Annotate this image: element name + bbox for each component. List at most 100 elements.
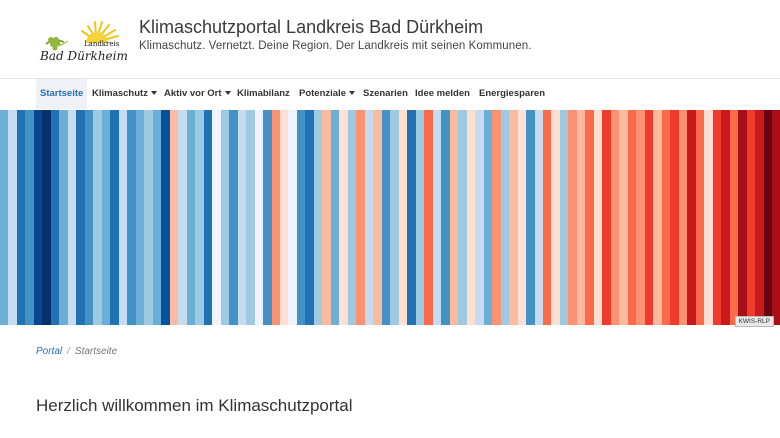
warming-stripe <box>59 110 68 325</box>
breadcrumb-separator: / <box>67 346 70 357</box>
nav-label: Klimaschutz <box>92 88 148 99</box>
caret-down-icon <box>224 91 231 95</box>
warming-stripe <box>509 110 518 325</box>
nav-label: Energiesparen <box>479 88 545 99</box>
warming-stripe <box>424 110 433 325</box>
warming-stripe <box>483 110 493 325</box>
warming-stripe <box>653 110 662 325</box>
warming-stripe <box>101 110 111 325</box>
warming-stripe <box>279 110 289 325</box>
warming-stripe <box>712 110 722 325</box>
site-logo[interactable]: Landkreis Bad Dürkheim <box>36 16 128 68</box>
warming-stripe <box>313 110 323 325</box>
warming-stripe <box>534 110 543 325</box>
site-title[interactable]: Klimaschutzportal Landkreis Bad Dürkheim <box>139 17 484 37</box>
warming-stripe <box>135 110 145 325</box>
warming-stripe <box>415 110 425 325</box>
warming-stripe <box>8 110 17 325</box>
site-header: Landkreis Bad Dürkheim Klimaschutzportal… <box>0 0 780 79</box>
warming-stripe <box>526 110 535 325</box>
logo-text-bad-duerkheim: Bad Dürkheim <box>40 49 128 63</box>
nav-item-aktiv-vor-ort[interactable]: Aktiv vor Ort <box>164 79 231 109</box>
warming-stripe <box>76 110 85 325</box>
warming-stripe <box>407 110 416 325</box>
warming-stripe <box>627 110 637 325</box>
warming-stripe <box>161 110 170 325</box>
nav-item-idee-melden[interactable]: Idee melden <box>415 79 470 109</box>
warming-stripe <box>178 110 187 325</box>
warming-stripe <box>144 110 153 325</box>
nav-label: Idee melden <box>415 88 470 99</box>
sun-grapes-logo-icon <box>45 21 119 51</box>
warming-stripe <box>271 110 280 325</box>
warming-stripe <box>169 110 179 325</box>
warming-stripe <box>610 110 620 325</box>
warming-stripe <box>670 110 679 325</box>
warming-stripe <box>254 110 264 325</box>
nav-item-klimabilanz[interactable]: Klimabilanz <box>237 79 290 109</box>
warming-stripe <box>118 110 128 325</box>
warming-stripe <box>398 110 408 325</box>
banner-source-badge: KWIS-RLP <box>734 316 774 327</box>
warming-stripe <box>373 110 382 325</box>
nav-item-szenarien[interactable]: Szenarien <box>363 79 408 109</box>
warming-stripe <box>110 110 119 325</box>
warming-stripe <box>585 110 594 325</box>
warming-stripe <box>84 110 94 325</box>
warming-stripe <box>322 110 331 325</box>
warming-stripe <box>543 110 552 325</box>
warming-stripe <box>305 110 314 325</box>
warming-stripe <box>466 110 476 325</box>
breadcrumb-link-portal[interactable]: Portal <box>36 346 63 357</box>
warming-stripe <box>458 110 467 325</box>
warming-stripe <box>390 110 399 325</box>
nav-item-startseite[interactable]: Startseite <box>36 79 88 109</box>
warming-stripe <box>763 110 773 325</box>
warming-stripe <box>644 110 654 325</box>
warming-stripe <box>475 110 484 325</box>
warming-stripe <box>721 110 730 325</box>
warming-stripe <box>602 110 611 325</box>
warming-stripe <box>746 110 756 325</box>
logo-text-landkreis: Landkreis <box>84 40 120 48</box>
nav-item-potenziale[interactable]: Potenziale <box>299 79 355 109</box>
warming-stripe <box>186 110 196 325</box>
caret-down-icon <box>349 91 355 95</box>
warming-stripe <box>551 110 560 325</box>
warming-stripe <box>636 110 645 325</box>
nav-item-energiesparen[interactable]: Energiesparen <box>479 79 545 109</box>
warming-stripe <box>593 110 603 325</box>
nav-label: Potenziale <box>299 88 346 99</box>
warming-stripe <box>288 110 297 325</box>
warming-stripe <box>33 110 43 325</box>
warming-stripe <box>517 110 527 325</box>
main-navigation: Startseite Klimaschutz Aktiv vor Ort Kli… <box>0 79 780 109</box>
warming-stripe <box>559 110 569 325</box>
nav-label: Szenarien <box>363 88 408 99</box>
warming-stripe <box>50 110 60 325</box>
warming-stripe <box>25 110 34 325</box>
warming-stripe <box>449 110 459 325</box>
warming-stripe <box>568 110 577 325</box>
warming-stripe <box>347 110 357 325</box>
warming-stripe <box>203 110 213 325</box>
warming-stripe <box>195 110 204 325</box>
warming-stripe <box>576 110 586 325</box>
warming-stripe <box>619 110 628 325</box>
nav-label: Aktiv vor Ort <box>164 88 222 99</box>
warming-stripe <box>678 110 688 325</box>
nav-item-klimaschutz[interactable]: Klimaschutz <box>92 79 157 109</box>
warming-stripe <box>296 110 306 325</box>
warming-stripe <box>500 110 510 325</box>
caret-down-icon <box>150 91 157 95</box>
warming-stripe <box>229 110 238 325</box>
breadcrumb: Portal / Startseite <box>36 346 117 357</box>
warming-stripe <box>364 110 374 325</box>
warming-stripe <box>93 110 102 325</box>
warming-stripe <box>127 110 136 325</box>
nav-label: Startseite <box>40 88 84 99</box>
warming-stripe <box>381 110 391 325</box>
warming-stripe <box>356 110 365 325</box>
warming-stripe <box>237 110 247 325</box>
warming-stripe <box>704 110 713 325</box>
